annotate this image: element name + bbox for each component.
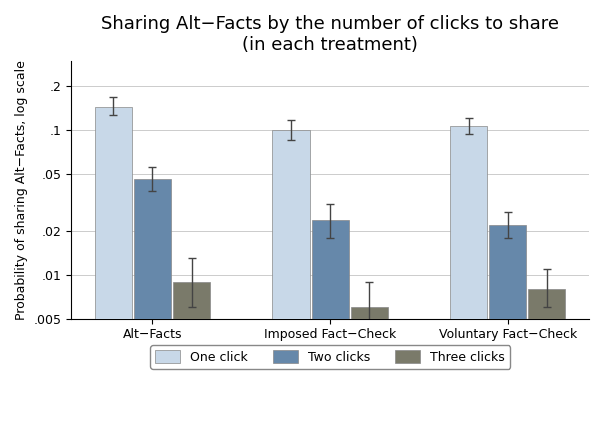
Bar xyxy=(528,289,565,436)
Bar xyxy=(489,225,526,436)
Bar xyxy=(134,179,171,436)
Title: Sharing Alt−Facts by the number of clicks to share
(in each treatment): Sharing Alt−Facts by the number of click… xyxy=(101,15,559,54)
Bar xyxy=(95,107,132,436)
Bar xyxy=(450,126,487,436)
Bar xyxy=(312,220,349,436)
Bar xyxy=(173,282,210,436)
Bar xyxy=(351,307,388,436)
Bar xyxy=(272,130,310,436)
Y-axis label: Probability of sharing Alt−Facts, log scale: Probability of sharing Alt−Facts, log sc… xyxy=(15,60,28,320)
Legend: One click, Two clicks, Three clicks: One click, Two clicks, Three clicks xyxy=(150,345,510,369)
